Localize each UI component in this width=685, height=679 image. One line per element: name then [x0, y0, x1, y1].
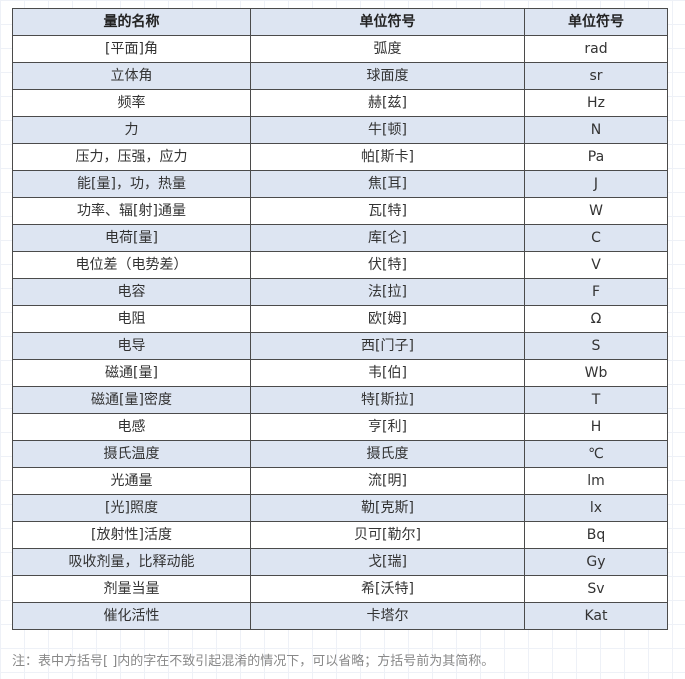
- table-header-row: 量的名称 单位符号 单位符号: [12, 8, 668, 36]
- cell-unit-name: 瓦[特]: [250, 197, 525, 225]
- table-row: [光]照度 勒[克斯] lx: [12, 494, 668, 522]
- cell-quantity-name: 压力，压强，应力: [12, 143, 251, 171]
- cell-unit-name: 戈[瑞]: [250, 548, 525, 576]
- table-row: 吸收剂量，比释动能 戈[瑞] Gy: [12, 548, 668, 576]
- cell-unit-symbol: Ω: [524, 305, 668, 333]
- cell-unit-symbol: J: [524, 170, 668, 198]
- table-row: 磁通[量]密度 特[斯拉] T: [12, 386, 668, 414]
- cell-quantity-name: [光]照度: [12, 494, 251, 522]
- table-row: 电容 法[拉] F: [12, 278, 668, 306]
- cell-quantity-name: 电荷[量]: [12, 224, 251, 252]
- table-row: 电导 西[门子] S: [12, 332, 668, 360]
- cell-unit-name: 亨[利]: [250, 413, 525, 441]
- cell-unit-name: 勒[克斯]: [250, 494, 525, 522]
- cell-unit-name: 库[仑]: [250, 224, 525, 252]
- cell-unit-symbol: ℃: [524, 440, 668, 468]
- table-row: 剂量当量 希[沃特] Sv: [12, 575, 668, 603]
- cell-quantity-name: 磁通[量]密度: [12, 386, 251, 414]
- si-units-table: 量的名称 单位符号 单位符号 [平面]角 弧度 rad 立体角 球面度 sr 频率 赫[兹] H…: [12, 8, 668, 630]
- cell-unit-name: 希[沃特]: [250, 575, 525, 603]
- cell-quantity-name: 磁通[量]: [12, 359, 251, 387]
- table-row: 催化活性 卡塔尔 Kat: [12, 602, 668, 630]
- cell-unit-name: 摄氏度: [250, 440, 525, 468]
- cell-unit-symbol: rad: [524, 35, 668, 63]
- table-row: [平面]角 弧度 rad: [12, 35, 668, 63]
- cell-unit-symbol: Bq: [524, 521, 668, 549]
- cell-unit-symbol: T: [524, 386, 668, 414]
- cell-unit-symbol: V: [524, 251, 668, 279]
- table-row: 电感 亨[利] H: [12, 413, 668, 441]
- cell-unit-symbol: S: [524, 332, 668, 360]
- cell-quantity-name: 光通量: [12, 467, 251, 495]
- cell-unit-symbol: Hz: [524, 89, 668, 117]
- cell-unit-name: 韦[伯]: [250, 359, 525, 387]
- cell-unit-name: 伏[特]: [250, 251, 525, 279]
- cell-unit-name: 特[斯拉]: [250, 386, 525, 414]
- cell-unit-symbol: sr: [524, 62, 668, 90]
- cell-quantity-name: 催化活性: [12, 602, 251, 630]
- cell-unit-symbol: N: [524, 116, 668, 144]
- cell-quantity-name: 立体角: [12, 62, 251, 90]
- cell-unit-symbol: Kat: [524, 602, 668, 630]
- table-footnote: 注：表中方括号[ ]内的字在不致引起混淆的情况下，可以省略；方括号前为其简称。: [12, 654, 495, 669]
- cell-quantity-name: 电阻: [12, 305, 251, 333]
- header-unit-name: 单位符号: [250, 8, 525, 36]
- cell-unit-symbol: C: [524, 224, 668, 252]
- cell-unit-name: 球面度: [250, 62, 525, 90]
- cell-unit-name: 焦[耳]: [250, 170, 525, 198]
- table-row: 功率、辐[射]通量 瓦[特] W: [12, 197, 668, 225]
- table-row: 磁通[量] 韦[伯] Wb: [12, 359, 668, 387]
- cell-unit-name: 贝可[勒尔]: [250, 521, 525, 549]
- table-body: [平面]角 弧度 rad 立体角 球面度 sr 频率 赫[兹] Hz 力牛[顿] N 压力，压强，应力…: [12, 35, 668, 630]
- cell-unit-symbol: W: [524, 197, 668, 225]
- cell-quantity-name: 频率: [12, 89, 251, 117]
- cell-quantity-name: 力: [12, 116, 251, 144]
- table-row: 摄氏温度 摄氏度 ℃: [12, 440, 668, 468]
- cell-unit-name: 卡塔尔: [250, 602, 525, 630]
- table-row: 频率 赫[兹] Hz: [12, 89, 668, 117]
- cell-quantity-name: 剂量当量: [12, 575, 251, 603]
- cell-unit-symbol: Gy: [524, 548, 668, 576]
- cell-quantity-name: 能[量]，功，热量: [12, 170, 251, 198]
- table-row: 光通量 流[明] lm: [12, 467, 668, 495]
- header-quantity-name: 量的名称: [12, 8, 251, 36]
- cell-unit-name: 法[拉]: [250, 278, 525, 306]
- table-row: 压力，压强，应力 帕[斯卡] Pa: [12, 143, 668, 171]
- cell-quantity-name: 功率、辐[射]通量: [12, 197, 251, 225]
- cell-unit-symbol: lx: [524, 494, 668, 522]
- table-row: [放射性]活度 贝可[勒尔] Bq: [12, 521, 668, 549]
- table-row: 立体角 球面度 sr: [12, 62, 668, 90]
- cell-unit-name: 欧[姆]: [250, 305, 525, 333]
- cell-unit-symbol: H: [524, 413, 668, 441]
- table-row: 电位差（电势差） 伏[特] V: [12, 251, 668, 279]
- cell-unit-symbol: Wb: [524, 359, 668, 387]
- cell-quantity-name: 电导: [12, 332, 251, 360]
- cell-unit-name: 牛[顿]: [250, 116, 525, 144]
- cell-unit-name: 流[明]: [250, 467, 525, 495]
- cell-quantity-name: 电容: [12, 278, 251, 306]
- cell-quantity-name: [平面]角: [12, 35, 251, 63]
- cell-unit-symbol: Sv: [524, 575, 668, 603]
- table-row: 电荷[量] 库[仑] C: [12, 224, 668, 252]
- cell-quantity-name: 电位差（电势差）: [12, 251, 251, 279]
- cell-unit-symbol: lm: [524, 467, 668, 495]
- table-row: 电阻 欧[姆] Ω: [12, 305, 668, 333]
- header-unit-symbol: 单位符号: [524, 8, 668, 36]
- cell-quantity-name: 电感: [12, 413, 251, 441]
- cell-unit-name: 赫[兹]: [250, 89, 525, 117]
- table-row: 能[量]，功，热量 焦[耳] J: [12, 170, 668, 198]
- cell-quantity-name: 吸收剂量，比释动能: [12, 548, 251, 576]
- table-row: 力牛[顿] N: [12, 116, 668, 144]
- cell-unit-symbol: F: [524, 278, 668, 306]
- cell-unit-name: 弧度: [250, 35, 525, 63]
- cell-quantity-name: [放射性]活度: [12, 521, 251, 549]
- cell-unit-symbol: Pa: [524, 143, 668, 171]
- cell-unit-name: 西[门子]: [250, 332, 525, 360]
- cell-quantity-name: 摄氏温度: [12, 440, 251, 468]
- cell-unit-name: 帕[斯卡]: [250, 143, 525, 171]
